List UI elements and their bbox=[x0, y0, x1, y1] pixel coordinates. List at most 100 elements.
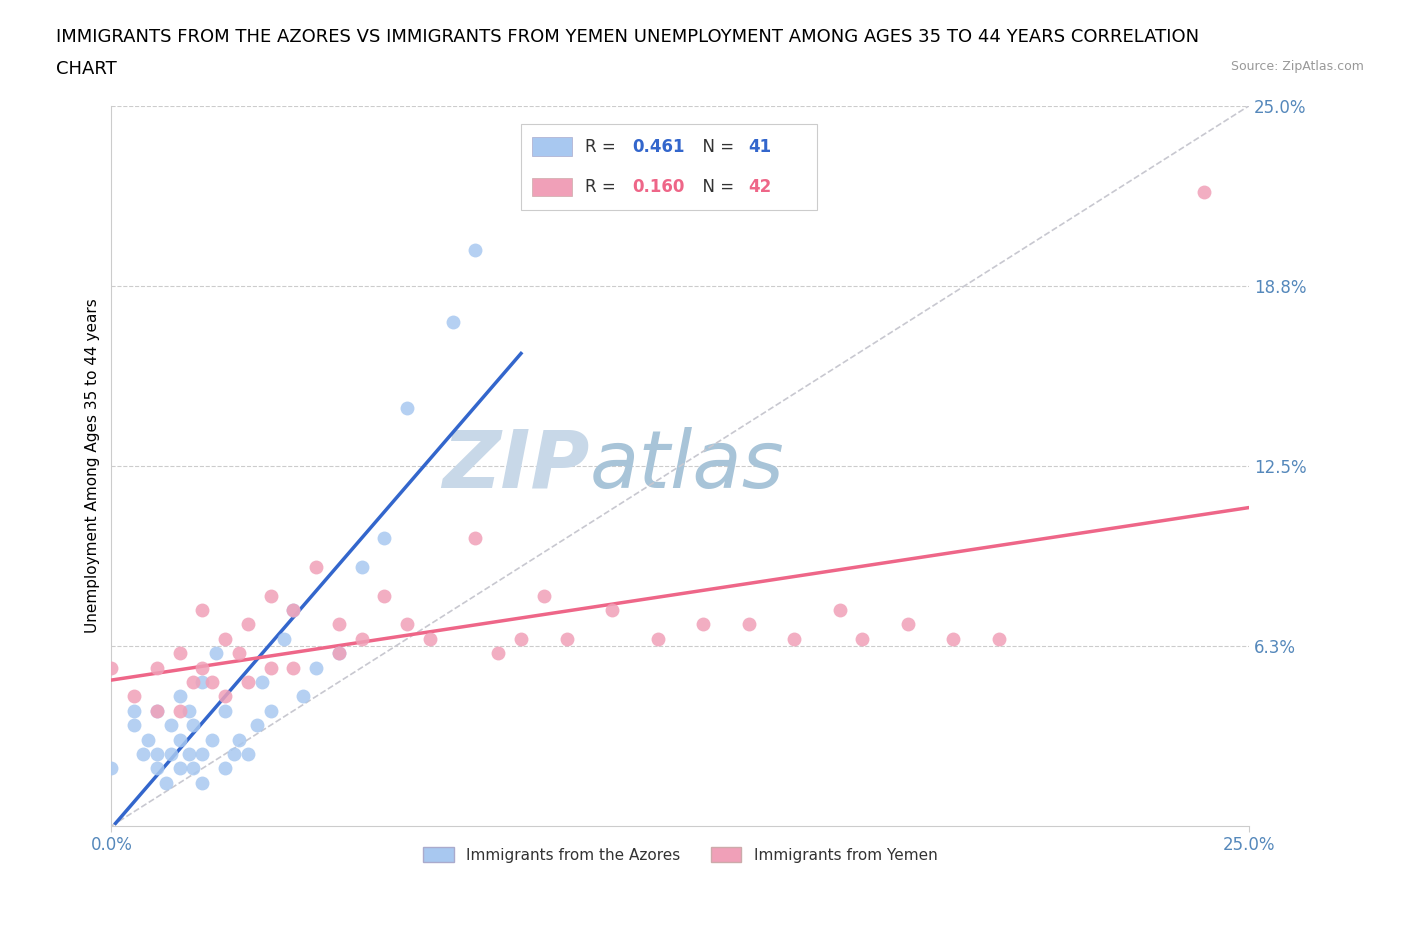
Point bbox=[533, 588, 555, 603]
Point bbox=[132, 747, 155, 762]
Point bbox=[464, 530, 486, 545]
Point bbox=[692, 617, 714, 631]
Point bbox=[214, 689, 236, 704]
Point bbox=[373, 530, 395, 545]
Point bbox=[200, 674, 222, 689]
Text: N =: N = bbox=[692, 179, 740, 196]
Point bbox=[159, 747, 181, 762]
Point bbox=[146, 747, 169, 762]
Point bbox=[236, 674, 259, 689]
Point bbox=[600, 603, 623, 618]
Point bbox=[987, 631, 1010, 646]
Point bbox=[283, 660, 305, 675]
Point bbox=[183, 674, 205, 689]
Point bbox=[373, 588, 395, 603]
Point bbox=[737, 617, 759, 631]
Text: R =: R = bbox=[585, 138, 620, 155]
Point bbox=[419, 631, 441, 646]
Text: 0.461: 0.461 bbox=[633, 138, 685, 155]
Point bbox=[169, 703, 191, 718]
Point bbox=[146, 761, 169, 776]
Point bbox=[228, 645, 250, 660]
Point bbox=[350, 631, 373, 646]
Point bbox=[236, 747, 259, 762]
Point bbox=[260, 660, 283, 675]
Text: 0.160: 0.160 bbox=[633, 179, 685, 196]
Point bbox=[191, 747, 214, 762]
Point bbox=[510, 631, 533, 646]
Point bbox=[183, 718, 205, 733]
Point bbox=[228, 732, 250, 747]
Point bbox=[283, 603, 305, 618]
Point bbox=[396, 401, 419, 416]
Point bbox=[273, 631, 295, 646]
Text: 42: 42 bbox=[748, 179, 772, 196]
Point bbox=[146, 703, 169, 718]
Bar bbox=[533, 138, 572, 156]
Point bbox=[100, 761, 122, 776]
Text: N =: N = bbox=[692, 138, 740, 155]
Point bbox=[155, 776, 177, 790]
Point bbox=[177, 703, 200, 718]
Point bbox=[305, 559, 328, 574]
Point bbox=[169, 645, 191, 660]
Point bbox=[851, 631, 873, 646]
Point bbox=[224, 747, 246, 762]
Y-axis label: Unemployment Among Ages 35 to 44 years: Unemployment Among Ages 35 to 44 years bbox=[86, 299, 100, 633]
Text: 41: 41 bbox=[748, 138, 772, 155]
Text: CHART: CHART bbox=[56, 60, 117, 78]
Point bbox=[205, 645, 228, 660]
Point bbox=[396, 617, 419, 631]
Text: IMMIGRANTS FROM THE AZORES VS IMMIGRANTS FROM YEMEN UNEMPLOYMENT AMONG AGES 35 T: IMMIGRANTS FROM THE AZORES VS IMMIGRANTS… bbox=[56, 28, 1199, 46]
Point bbox=[169, 732, 191, 747]
Point bbox=[191, 674, 214, 689]
Point bbox=[260, 588, 283, 603]
Point bbox=[328, 645, 350, 660]
Point bbox=[250, 674, 273, 689]
Point bbox=[647, 631, 669, 646]
Point bbox=[291, 689, 314, 704]
Bar bbox=[533, 178, 572, 196]
Point bbox=[486, 645, 509, 660]
Text: atlas: atlas bbox=[589, 427, 785, 505]
Point bbox=[214, 703, 236, 718]
Point bbox=[214, 761, 236, 776]
Point bbox=[555, 631, 578, 646]
Point bbox=[246, 718, 269, 733]
Point bbox=[783, 631, 806, 646]
FancyBboxPatch shape bbox=[522, 124, 817, 210]
Point bbox=[200, 732, 222, 747]
Point bbox=[328, 617, 350, 631]
Point bbox=[828, 603, 851, 618]
Point bbox=[441, 314, 464, 329]
Point bbox=[169, 761, 191, 776]
Point bbox=[260, 703, 283, 718]
Point bbox=[350, 559, 373, 574]
Point bbox=[305, 660, 328, 675]
Point bbox=[236, 617, 259, 631]
Point bbox=[122, 689, 145, 704]
Text: R =: R = bbox=[585, 179, 620, 196]
Point bbox=[191, 776, 214, 790]
Point bbox=[169, 689, 191, 704]
Point bbox=[136, 732, 159, 747]
Point bbox=[214, 631, 236, 646]
Point bbox=[183, 761, 205, 776]
Point bbox=[146, 703, 169, 718]
Point bbox=[942, 631, 965, 646]
Legend: Immigrants from the Azores, Immigrants from Yemen: Immigrants from the Azores, Immigrants f… bbox=[418, 841, 943, 869]
Point bbox=[122, 703, 145, 718]
Point bbox=[283, 603, 305, 618]
Point bbox=[464, 243, 486, 258]
Point bbox=[191, 660, 214, 675]
Point bbox=[328, 645, 350, 660]
Text: ZIP: ZIP bbox=[441, 427, 589, 505]
Point bbox=[1192, 185, 1215, 200]
Point bbox=[146, 660, 169, 675]
Point bbox=[100, 660, 122, 675]
Text: Source: ZipAtlas.com: Source: ZipAtlas.com bbox=[1230, 60, 1364, 73]
Point bbox=[122, 718, 145, 733]
Point bbox=[159, 718, 181, 733]
Point bbox=[191, 603, 214, 618]
Point bbox=[177, 747, 200, 762]
